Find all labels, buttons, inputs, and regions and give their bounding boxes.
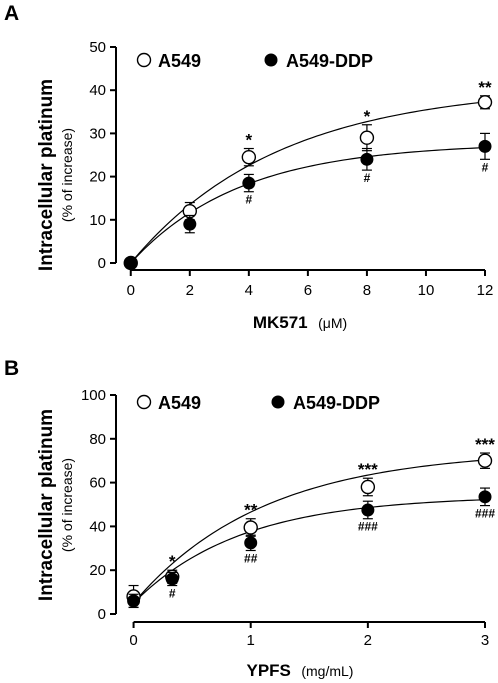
panel-a-y-tick-label: 10 [89, 212, 106, 229]
panel-b-significance-a549-ddp: ## [244, 551, 258, 565]
panel-a-x-tick-label: 10 [418, 282, 435, 299]
panel-b-y-tick-label: 40 [89, 518, 106, 535]
panel-a-fit-curve-a549-ddp [130, 147, 486, 264]
panel-b-fit-curve-a549 [133, 459, 486, 604]
panel-a-y-tick-label: 0 [98, 255, 106, 272]
legend-label-a549: A549 [158, 51, 201, 71]
panel-b-significance-a549-ddp: ### [358, 520, 378, 534]
panel-b-significance-a549: *** [358, 460, 378, 479]
legend-marker-filled [264, 53, 278, 67]
panel-b-y-tick-label: 80 [89, 431, 106, 448]
panel-a-y-tick-label: 30 [89, 125, 106, 142]
panel-a-x-axis-name: MK571 [253, 313, 308, 332]
panel-a: A Intracellular platinum (% of increase)… [4, 2, 493, 332]
legend-label-a549: A549 [158, 393, 201, 413]
panel-b-x-axis-label: YPFS (mg/mL) [247, 661, 354, 680]
panel-b: B Intracellular platinum (% of increase)… [4, 357, 495, 680]
panel-b-point-a549-ddp [478, 490, 492, 504]
panel-b-x-tick-label: 0 [129, 632, 137, 649]
panel-b-point-a549 [360, 479, 376, 495]
panel-b-significance-a549-ddp: # [169, 587, 176, 601]
legend-marker-filled [271, 395, 285, 409]
panel-b-significance-a549-ddp: ### [475, 507, 495, 521]
panel-b-x-axis-unit: (mg/mL) [301, 663, 353, 679]
panel-a-point-a549-ddp [360, 152, 374, 166]
panel-a-x-tick-label: 4 [245, 282, 253, 299]
panel-b-y-tick-label: 60 [89, 475, 106, 492]
panel-a-y-tick-label: 40 [89, 82, 106, 99]
panel-a-x-axis-label: MK571 (μM) [253, 313, 347, 332]
panel-a-x-tick-label: 2 [186, 282, 194, 299]
legend-marker-open [136, 394, 152, 410]
panel-a-point-a549 [359, 130, 375, 145]
panel-b-significance-a549: *** [475, 435, 495, 454]
panel-b-x-tick-label: 2 [364, 632, 372, 649]
legend-marker-open [136, 52, 152, 68]
panel-b-letter: B [4, 357, 19, 380]
panel-a-x-tick-label: 8 [363, 282, 371, 299]
panel-b-point-a549-ddp [244, 536, 258, 550]
panel-b-y-axis-label: Intracellular platinum [36, 409, 57, 601]
panel-a-point-a549-ddp [242, 176, 256, 190]
panel-a-significance-a549: ** [478, 78, 492, 97]
panel-b-y-tick-label: 0 [98, 606, 106, 623]
panel-a-significance-a549: * [364, 107, 371, 126]
panel-a-significance-a549-ddp: # [245, 193, 252, 207]
panel-a-significance-a549-ddp: # [482, 160, 489, 174]
panel-b-point-a549-ddp [127, 594, 141, 608]
panel-b-x-axis-name: YPFS [247, 661, 291, 680]
panel-b-point-a549-ddp [165, 572, 179, 586]
panel-b-y-tick-label: 20 [89, 562, 106, 579]
panel-a-y-tick-label: 50 [89, 39, 106, 56]
panel-a-point-a549-ddp [124, 256, 138, 270]
panel-a-x-tick-label: 12 [477, 282, 494, 299]
panel-b-point-a549-ddp [361, 503, 375, 517]
panel-a-x-tick-label: 0 [127, 282, 135, 299]
panel-b-legend: A549 A549-DDP [136, 393, 380, 413]
panel-b-y-axis-sublabel: (% of increase) [59, 458, 75, 552]
panel-b-significance-a549: * [169, 552, 176, 571]
panel-b-point-a549 [243, 520, 258, 535]
panel-a-significance-a549: * [246, 131, 253, 150]
legend-label-a549-ddp: A549-DDP [286, 51, 373, 71]
panel-a-letter: A [4, 2, 19, 25]
panel-b-point-a549 [477, 453, 493, 468]
panel-b-x-tick-label: 3 [481, 632, 489, 649]
panel-a-y-axis-label: Intracellular platinum [36, 79, 57, 271]
panel-a-point-a549-ddp [183, 217, 197, 231]
panel-b-y-tick-label: 100 [81, 387, 106, 404]
panel-a-point-a549-ddp [478, 139, 492, 153]
panel-a-x-tick-label: 6 [304, 282, 312, 299]
legend-label-a549-ddp: A549-DDP [293, 393, 380, 413]
panel-a-y-tick-label: 20 [89, 169, 106, 186]
panel-a-fit-curve-a549 [130, 101, 486, 264]
panel-a-y-axis-sublabel: (% of increase) [59, 128, 75, 222]
panel-a-point-a549 [241, 149, 257, 165]
panel-a-significance-a549-ddp: # [364, 171, 371, 185]
panel-b-fit-curve-a549-ddp [133, 499, 486, 604]
panel-b-significance-a549: ** [244, 501, 258, 520]
panel-a-x-axis-unit: (μM) [318, 315, 347, 331]
panel-a-legend: A549 A549-DDP [136, 51, 373, 71]
panel-a-point-a549 [477, 95, 493, 110]
panel-b-x-tick-label: 1 [247, 632, 255, 649]
